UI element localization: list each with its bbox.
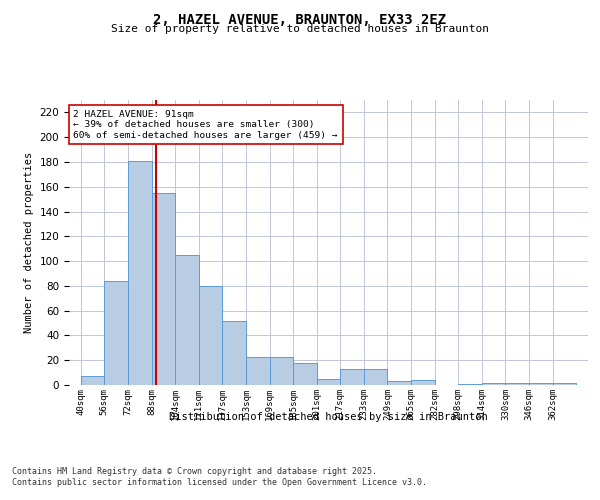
Bar — [364, 369, 388, 385]
Bar — [411, 380, 434, 385]
Bar — [293, 362, 317, 385]
Text: Contains HM Land Registry data © Crown copyright and database right 2025.
Contai: Contains HM Land Registry data © Crown c… — [12, 468, 427, 487]
Bar — [246, 356, 269, 385]
Bar — [269, 356, 293, 385]
Bar — [529, 382, 553, 385]
Bar — [458, 384, 482, 385]
Bar — [223, 320, 246, 385]
Bar — [128, 160, 152, 385]
Bar — [152, 193, 175, 385]
Text: 2, HAZEL AVENUE, BRAUNTON, EX33 2EZ: 2, HAZEL AVENUE, BRAUNTON, EX33 2EZ — [154, 12, 446, 26]
Bar — [317, 379, 340, 385]
Text: Distribution of detached houses by size in Braunton: Distribution of detached houses by size … — [169, 412, 488, 422]
Bar — [104, 281, 128, 385]
Bar — [175, 255, 199, 385]
Bar — [482, 382, 505, 385]
Bar — [388, 382, 411, 385]
Text: 2 HAZEL AVENUE: 91sqm
← 39% of detached houses are smaller (300)
60% of semi-det: 2 HAZEL AVENUE: 91sqm ← 39% of detached … — [73, 110, 338, 140]
Bar — [199, 286, 223, 385]
Text: Size of property relative to detached houses in Braunton: Size of property relative to detached ho… — [111, 24, 489, 34]
Bar — [81, 376, 104, 385]
Bar — [340, 369, 364, 385]
Bar — [553, 382, 576, 385]
Y-axis label: Number of detached properties: Number of detached properties — [24, 152, 34, 333]
Bar — [505, 382, 529, 385]
